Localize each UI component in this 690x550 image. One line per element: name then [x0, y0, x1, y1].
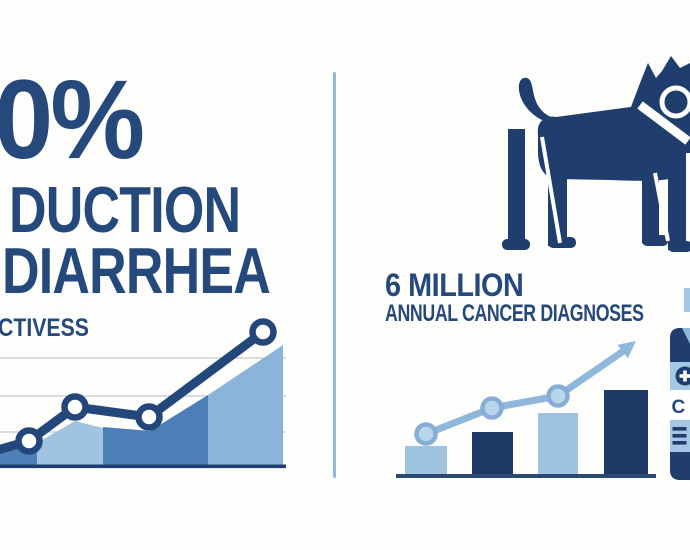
data-point-marker	[15, 427, 43, 455]
arrow-up-icon	[617, 341, 636, 359]
data-point-marker	[61, 393, 89, 421]
bottle-bottom	[670, 452, 690, 480]
dog-paw	[642, 235, 668, 246]
area-segment	[208, 345, 283, 466]
data-point-marker	[135, 403, 163, 431]
bottle-text-line	[672, 427, 687, 431]
dog-front-leg	[668, 168, 686, 250]
bar	[472, 432, 513, 476]
left-headline-word-1: DUCTION	[9, 173, 241, 246]
dog-paw	[548, 237, 576, 248]
bar	[538, 413, 578, 476]
panel-divider	[333, 72, 336, 478]
bottle-cap	[670, 328, 690, 362]
medical-cross-icon	[679, 374, 690, 378]
right-stat-label: ANNUAL CANCER DIAGNOSES	[385, 300, 644, 327]
bottle-label	[670, 390, 690, 420]
dog-paw	[668, 241, 690, 252]
data-point-marker	[249, 318, 277, 346]
right-stat-number: 6 MILLION	[385, 267, 524, 303]
growth-trend-line	[422, 348, 626, 438]
trend-point-marker	[414, 422, 438, 446]
dog-hind-leg	[508, 129, 525, 247]
x-axis-baseline	[396, 474, 656, 478]
dog-hind-leg	[548, 168, 567, 246]
area-segment	[37, 421, 103, 466]
dog-front-leg	[642, 173, 659, 243]
pill-bottle-icon: C	[670, 288, 690, 480]
bar	[604, 390, 648, 476]
dog-collar	[637, 101, 690, 145]
left-headline-word-2: DIARRHEA	[2, 234, 271, 307]
bottle-cap-highlight	[682, 328, 690, 344]
bar	[405, 446, 447, 476]
trend-point-marker	[546, 384, 570, 408]
dog-collar-ring	[659, 85, 690, 119]
left-chart-label: CTIVESS	[0, 314, 89, 342]
dog-leg-gap	[540, 136, 562, 244]
bottle-label-text: C	[672, 397, 686, 418]
dog-leg-gap	[653, 172, 670, 242]
x-axis-baseline	[0, 464, 286, 469]
dog-icon	[502, 56, 690, 252]
trend-point-marker	[480, 396, 504, 420]
left-headline-number: 0%	[0, 57, 145, 182]
bottle-text-line	[672, 434, 687, 438]
area-segment	[103, 395, 208, 466]
dog-paw	[502, 239, 530, 250]
cutoff-graphic-fragment	[684, 288, 690, 312]
bottle-text-line	[672, 441, 687, 445]
